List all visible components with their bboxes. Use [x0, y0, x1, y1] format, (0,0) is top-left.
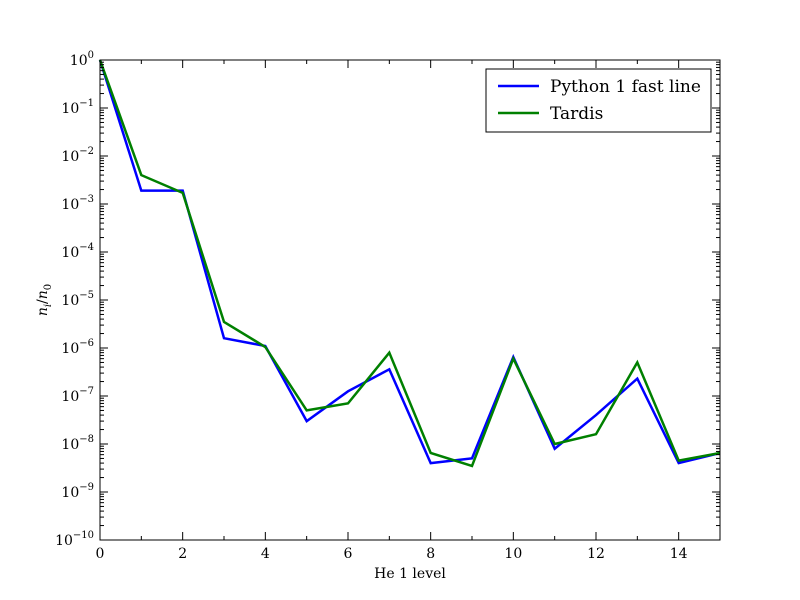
x-tick-label: 2 — [178, 546, 187, 562]
x-tick-label: 8 — [426, 546, 435, 562]
y-tick-label: 10−8 — [61, 434, 94, 453]
x-tick-label: 0 — [96, 546, 105, 562]
x-axis-label: He 1 level — [374, 566, 446, 582]
x-tick-label: 4 — [261, 546, 270, 562]
x-tick-label: 12 — [587, 546, 605, 562]
y-tick-label: 10−1 — [61, 98, 94, 117]
y-tick-label: 10−2 — [61, 146, 94, 165]
y-tick-label: 10−5 — [61, 290, 94, 309]
legend-label-python: Python 1 fast line — [550, 77, 701, 97]
x-tick-label: 14 — [670, 546, 688, 562]
x-tick-label: 6 — [344, 546, 353, 562]
y-tick-label: 10−10 — [55, 530, 94, 549]
series-line-1 — [98, 59, 721, 468]
legend: Python 1 fast line Tardis — [485, 68, 712, 133]
y-tick-label: 10−4 — [61, 242, 94, 261]
y-tick-label: 10−6 — [61, 338, 94, 357]
y-tick-label: 10−9 — [61, 482, 94, 501]
y-tick-label: 10−7 — [61, 386, 94, 405]
legend-box — [485, 68, 712, 133]
y-axis-label: ni/n0 — [35, 284, 54, 316]
series-layer — [98, 59, 721, 468]
legend-label-tardis: Tardis — [550, 104, 603, 124]
x-tick-label: 10 — [504, 546, 522, 562]
y-tick-label: 100 — [70, 50, 94, 69]
y-tick-label: 10−3 — [61, 194, 94, 213]
ticks-layer: 0 2 4 6 8 10 12 14 100 10−1 10−2 10−3 10−4 10−5 10−6 10… — [55, 50, 721, 562]
